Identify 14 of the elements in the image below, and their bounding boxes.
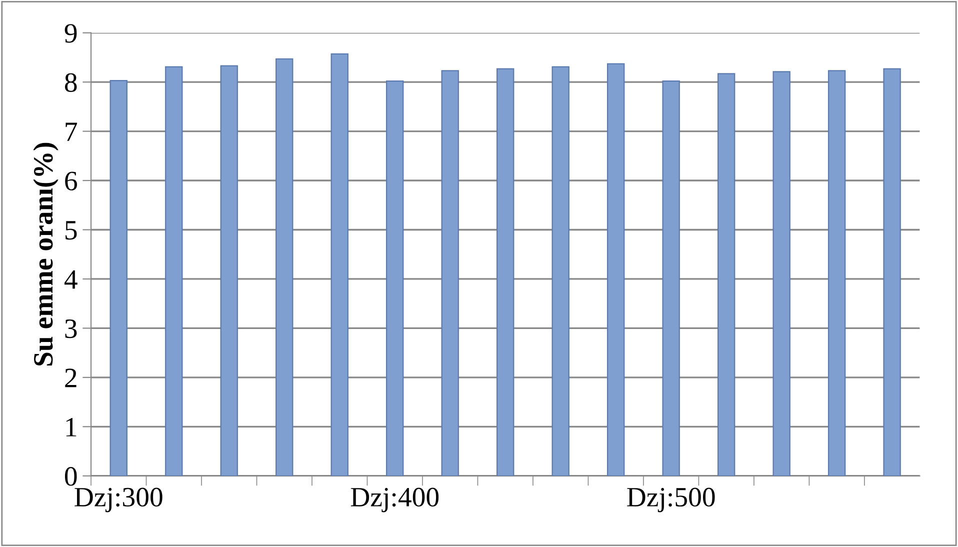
y-tick-label: 1 (66, 418, 76, 436)
y-tick-label: 3 (65, 319, 77, 338)
x-tick-label: Dzj:400 (350, 488, 439, 512)
y-tick-label: 9 (64, 24, 77, 43)
y-axis-title: Su emme oranı(%) (33, 142, 58, 366)
y-tick-label: 7 (66, 122, 78, 141)
y-tick-label: 0 (64, 467, 77, 486)
y-tick-label: 6 (65, 172, 77, 190)
x-tick-label: Dzj:500 (627, 488, 715, 512)
y-tick-label: 4 (64, 270, 78, 289)
x-tick-label: Dzj:300 (74, 488, 162, 512)
y-tick-label: 2 (65, 368, 76, 388)
y-tick-label: 5 (66, 221, 77, 240)
y-tick-label: 8 (64, 73, 77, 92)
